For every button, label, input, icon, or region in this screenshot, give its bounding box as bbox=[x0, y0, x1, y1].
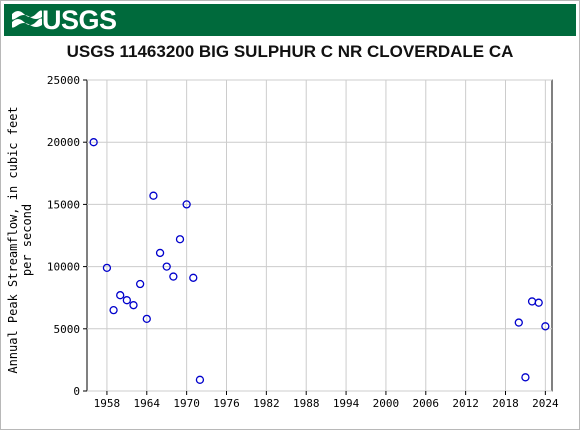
usgs-banner: USGS bbox=[4, 4, 576, 36]
x-tick-label: 1994 bbox=[333, 397, 360, 410]
y-tick-label: 0 bbox=[73, 385, 80, 398]
x-tick-label: 1976 bbox=[213, 397, 240, 410]
data-point bbox=[514, 318, 523, 327]
data-point bbox=[109, 305, 118, 315]
x-axis-ticks: 1958 1964 1970 1976 1982 1988 1994 2000 2006 2012… bbox=[94, 391, 559, 410]
data-point bbox=[89, 138, 98, 147]
y-tick-label: 20000 bbox=[47, 136, 80, 149]
y-tick-label: 10000 bbox=[47, 261, 80, 274]
x-tick-label: 2018 bbox=[492, 397, 519, 410]
data-point bbox=[142, 314, 151, 323]
chart-title: USGS 11463200 BIG SULPHUR C NR CLOVERDAL… bbox=[66, 42, 514, 61]
data-point bbox=[116, 291, 125, 300]
plot-area bbox=[86, 79, 553, 392]
data-point bbox=[155, 248, 165, 258]
x-tick-label: 2006 bbox=[413, 397, 440, 410]
y-axis-label-line-1: Annual Peak Streamflow, in cubic feet bbox=[6, 106, 20, 373]
data-point bbox=[102, 263, 112, 272]
data-point bbox=[521, 373, 530, 382]
x-tick-label: 2024 bbox=[532, 397, 559, 410]
usgs-logo-text: USGS bbox=[42, 5, 117, 35]
x-tick-label: 1970 bbox=[173, 397, 200, 410]
data-point bbox=[182, 200, 191, 209]
x-tick-label: 1958 bbox=[94, 397, 121, 410]
data-point bbox=[149, 191, 158, 200]
y-tick-label: 5000 bbox=[54, 323, 81, 336]
data-point bbox=[135, 279, 145, 289]
y-tick-label: 25000 bbox=[47, 74, 80, 87]
x-tick-label: 1988 bbox=[293, 397, 320, 410]
data-point bbox=[189, 273, 198, 282]
usgs-wave-logo-icon bbox=[12, 10, 42, 28]
data-point bbox=[122, 296, 132, 305]
data-point bbox=[195, 375, 205, 384]
data-point bbox=[175, 235, 185, 244]
y-tick-label: 15000 bbox=[47, 198, 80, 211]
x-tick-label: 1982 bbox=[253, 397, 280, 410]
data-point bbox=[162, 262, 171, 271]
x-tick-label: 2000 bbox=[373, 397, 400, 410]
x-tick-label: 2012 bbox=[452, 397, 479, 410]
data-point bbox=[169, 272, 178, 281]
y-axis-ticks: 0 5000 10000 15000 20000 25000 bbox=[47, 74, 87, 398]
data-point bbox=[534, 298, 543, 307]
data-point bbox=[129, 301, 138, 310]
data-points bbox=[89, 138, 550, 384]
grid-lines bbox=[87, 79, 552, 392]
y-axis-label-line-2: per second bbox=[20, 204, 34, 276]
data-point bbox=[541, 322, 550, 331]
x-tick-label: 1964 bbox=[134, 397, 161, 410]
